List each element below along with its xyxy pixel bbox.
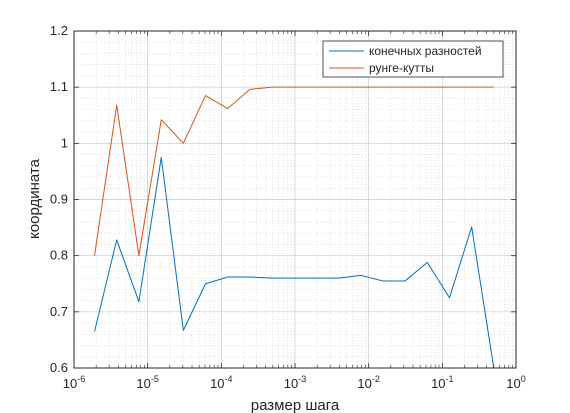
y-tick-label: 1 xyxy=(61,135,68,150)
y-axis-title: координата xyxy=(26,158,43,239)
series-layer xyxy=(94,86,495,369)
x-tick-label-exponent: -6 xyxy=(77,374,85,384)
x-tick-label-exponent: -2 xyxy=(372,374,380,384)
x-tick-label-base: 10 xyxy=(284,376,298,391)
x-tick-label-exponent: 0 xyxy=(521,374,526,384)
x-tick-label-base: 10 xyxy=(63,376,77,391)
y-tick-label: 0.8 xyxy=(50,248,68,263)
x-tick-label-base: 10 xyxy=(506,376,520,391)
y-tick-label: 0.7 xyxy=(50,304,68,319)
legend-label-finite-differences: конечных разностей xyxy=(369,44,482,58)
legend-label-runge-kutta: рунге-кутты xyxy=(369,61,434,75)
legend: конечных разностей рунге-кутты xyxy=(322,40,504,78)
x-tick-label-base: 10 xyxy=(431,376,445,391)
y-tick-label: 1.1 xyxy=(50,79,68,94)
x-tick-label: 10-5 xyxy=(136,374,158,391)
x-tick-labels: 10-6 10-5 10-4 10-3 10-2 10-1 100 xyxy=(63,374,526,391)
x-tick-label: 100 xyxy=(506,374,525,391)
x-tick-label-exponent: -3 xyxy=(298,374,306,384)
x-tick-label-base: 10 xyxy=(136,376,150,391)
x-tick-label-exponent: -4 xyxy=(225,374,233,384)
x-tick-label-exponent: -5 xyxy=(151,374,159,384)
x-tick-label-exponent: -1 xyxy=(446,374,454,384)
x-tick-label: 10-4 xyxy=(210,374,232,391)
legend-box xyxy=(322,40,504,78)
y-tick-labels: 0.6 0.7 0.8 0.9 1 1.1 1.2 xyxy=(50,23,68,375)
series-line-finite-differences xyxy=(94,156,495,369)
x-axis-title: размер шага xyxy=(251,397,340,413)
axis-ticks xyxy=(73,30,517,369)
x-tick-label-base: 10 xyxy=(210,376,224,391)
series-line-runge-kutta xyxy=(94,86,494,257)
x-tick-label: 10-1 xyxy=(431,374,453,391)
x-tick-label: 10-2 xyxy=(357,374,379,391)
x-tick-label-base: 10 xyxy=(357,376,371,391)
y-tick-label: 0.9 xyxy=(50,192,68,207)
x-tick-label: 10-3 xyxy=(284,374,306,391)
y-tick-label: 0.6 xyxy=(50,360,68,375)
x-tick-label: 10-6 xyxy=(63,374,85,391)
y-tick-label: 1.2 xyxy=(50,23,68,38)
